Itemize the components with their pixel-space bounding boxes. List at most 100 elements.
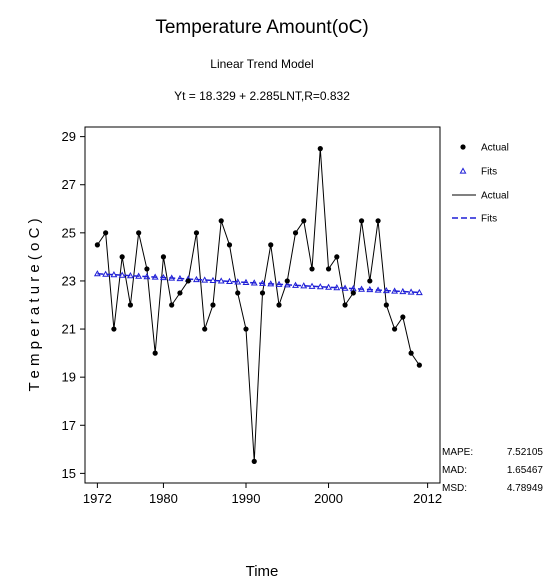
fits-point [118,271,126,278]
actual-point [226,242,233,248]
fits-point [399,287,407,295]
series-lines [96,148,420,462]
y-tick-label: 21 [62,322,76,337]
accuracy-value: 7.52105 [507,447,544,458]
accuracy-value: 4.78949 [507,483,544,494]
fits-point [143,272,151,280]
legend-label: Actual [481,191,509,202]
fits-point [193,275,200,283]
actual-point [251,458,257,464]
y-axis: 15 17 19 21 23 25 27 29 [62,129,85,481]
fits-point [176,274,184,282]
x-tick-label: 1972 [83,491,112,506]
actual-point [185,278,191,284]
accuracy-label: MAD: [442,465,467,476]
actual-point [193,230,200,236]
fits-point [242,278,250,285]
y-tick-label: 29 [62,129,76,144]
fits-point [110,271,118,278]
fits-point [201,276,209,283]
actual-point [276,302,282,308]
fits-point [259,279,266,286]
y-axis-label: T e m p e r a t u r e ( o C ) [26,218,43,391]
actual-point [292,230,299,236]
actual-point [119,254,125,260]
actual-point [408,350,414,356]
fits-point [382,286,390,294]
actual-point [144,266,150,272]
legend-label: Fits [481,167,497,178]
x-axis-label: Time [246,563,279,580]
actual-point [111,326,117,332]
y-tick-label: 19 [62,370,76,385]
fits-point [308,282,316,289]
actual-point [416,362,422,368]
fits-point [226,277,233,285]
y-tick-label: 17 [62,418,76,433]
series-line-actual [96,148,420,462]
fits-point [151,273,159,280]
actual-point [94,242,100,248]
accuracy-measures: MAPE: 7.52105 MAD: 1.65467 MSD: 4.78949 [442,447,543,494]
fits-point [316,283,324,290]
accuracy-label: MSD: [442,483,467,494]
actual-point [210,302,216,308]
fits-point [275,280,283,287]
fits-point [292,281,299,288]
actual-point [136,230,142,236]
y-tick-label: 15 [62,466,76,481]
fits-point [300,282,308,289]
actual-point [383,302,389,308]
actual-point [358,218,365,224]
fits-point [250,279,258,286]
x-tick-label: 2000 [314,491,343,506]
fits-point [209,276,217,284]
actual-point [243,326,249,332]
fits-point [93,270,101,277]
fits-point [126,272,134,279]
y-tick-label: 23 [62,273,76,288]
fits-point [415,288,423,296]
fits-point [407,288,415,295]
y-tick-label: 27 [62,177,76,192]
fits-point [333,284,341,291]
y-tick-label: 25 [62,225,76,240]
actual-point [391,326,398,332]
actual-point [160,254,167,260]
actual-point [375,218,381,224]
actual-point [202,326,208,332]
series-marks [93,146,423,464]
actual-point [334,254,340,260]
fits-point [283,281,291,288]
actual-point [309,266,315,272]
accuracy-value: 1.65467 [507,465,544,476]
fits-point [325,283,332,290]
legend-symbol-fits-triangle [459,167,467,174]
fits-point [267,280,275,287]
actual-point [152,350,158,356]
actual-point [317,146,323,152]
actual-point [325,266,332,272]
actual-point [268,242,274,248]
actual-point [367,278,373,284]
actual-point [218,218,224,224]
actual-point [103,230,109,236]
fits-point [159,273,167,281]
accuracy-label: MAPE: [442,447,473,458]
fits-point [217,277,225,284]
actual-point [284,278,290,284]
chart-equation: Yt = 18.329 + 2.285LNT,R=0.832 [174,89,350,103]
x-tick-label: 1990 [232,491,261,506]
fits-point [135,272,143,279]
actual-point [301,218,307,224]
fits-point [358,285,366,292]
x-tick-label: 2012 [413,491,442,506]
actual-point [342,302,348,308]
legend-label: Fits [481,214,497,225]
actual-point [177,290,183,296]
fits-point [102,270,110,277]
fits-point [374,286,382,293]
x-tick-label: 1980 [149,491,178,506]
actual-point [235,290,241,296]
